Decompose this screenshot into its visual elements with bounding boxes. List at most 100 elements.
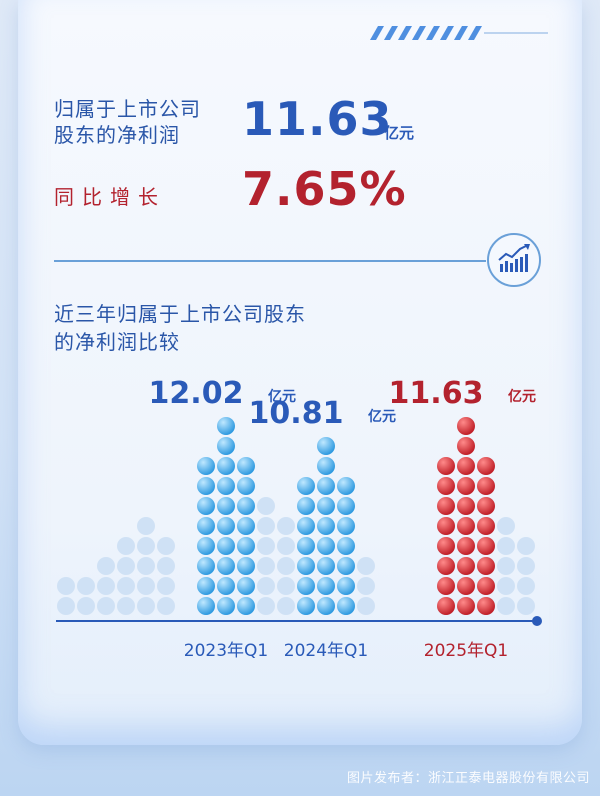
value-unit-3: 亿元 bbox=[508, 388, 536, 405]
background-dot bbox=[497, 557, 515, 575]
bar-dot-1 bbox=[217, 537, 235, 555]
bar-dot-2 bbox=[317, 577, 335, 595]
bar-dot-1 bbox=[197, 497, 215, 515]
background-dot bbox=[277, 537, 295, 555]
bar-dot-3 bbox=[477, 517, 495, 535]
net-profit-label-line2: 股东的净利润 bbox=[54, 123, 180, 147]
bar-dot-2 bbox=[317, 557, 335, 575]
bar-dot-1 bbox=[197, 477, 215, 495]
background-dot bbox=[57, 577, 75, 595]
bar-dot-3 bbox=[477, 497, 495, 515]
bar-dot-3 bbox=[437, 577, 455, 595]
background-dot bbox=[257, 597, 275, 615]
background-dot bbox=[497, 577, 515, 595]
background-dot bbox=[57, 597, 75, 615]
background-dot bbox=[137, 517, 155, 535]
background-dot bbox=[97, 597, 115, 615]
bar-dot-2 bbox=[317, 597, 335, 615]
background-dot bbox=[137, 537, 155, 555]
bar-dot-3 bbox=[457, 437, 475, 455]
bar-dot-3 bbox=[477, 557, 495, 575]
bar-dot-3 bbox=[477, 537, 495, 555]
bar-dot-1 bbox=[217, 497, 235, 515]
bar-dot-3 bbox=[477, 597, 495, 615]
background-dot bbox=[157, 577, 175, 595]
bar-chart-icon bbox=[486, 232, 542, 288]
section-title-line2: 的净利润比较 bbox=[54, 330, 180, 354]
category-label-2: 2024年Q1 bbox=[284, 641, 368, 661]
bar-dot-3 bbox=[457, 417, 475, 435]
background-dot bbox=[357, 597, 375, 615]
net-profit-value: 11.63 bbox=[242, 92, 393, 146]
background-dot bbox=[517, 577, 535, 595]
value-unit-2: 亿元 bbox=[368, 408, 396, 425]
section-divider bbox=[54, 260, 486, 262]
bar-dot-3 bbox=[437, 597, 455, 615]
background-dot bbox=[77, 597, 95, 615]
growth-value: 7.65% bbox=[242, 162, 407, 216]
bar-dot-1 bbox=[217, 557, 235, 575]
bar-dot-3 bbox=[437, 477, 455, 495]
background-dot bbox=[497, 517, 515, 535]
bar-dot-2 bbox=[337, 517, 355, 535]
bar-dot-2 bbox=[337, 537, 355, 555]
background-dot bbox=[97, 577, 115, 595]
bar-dot-3 bbox=[437, 537, 455, 555]
background-dot bbox=[517, 537, 535, 555]
bar-dot-2 bbox=[337, 577, 355, 595]
bar-dot-3 bbox=[477, 457, 495, 475]
background-dot bbox=[497, 597, 515, 615]
bar-dot-1 bbox=[237, 597, 255, 615]
bar-dot-1 bbox=[217, 517, 235, 535]
value-label-3: 11.63 bbox=[389, 376, 484, 411]
background-dot bbox=[257, 537, 275, 555]
net-profit-unit: 亿元 bbox=[384, 124, 415, 142]
bar-dot-3 bbox=[477, 477, 495, 495]
image-credit: 图片发布者：浙江正泰电器股份有限公司 bbox=[346, 771, 590, 786]
bar-dot-1 bbox=[217, 477, 235, 495]
bar-dot-1 bbox=[237, 537, 255, 555]
bar-dot-2 bbox=[297, 517, 315, 535]
bar-dot-1 bbox=[197, 597, 215, 615]
bar-dot-2 bbox=[317, 497, 335, 515]
category-label-3: 2025年Q1 bbox=[424, 641, 508, 661]
bar-dot-1 bbox=[217, 417, 235, 435]
category-label-1: 2023年Q1 bbox=[184, 641, 268, 661]
background-dot bbox=[117, 597, 135, 615]
background-dot bbox=[497, 537, 515, 555]
background-dot bbox=[357, 557, 375, 575]
background-dot bbox=[117, 537, 135, 555]
bar-dot-2 bbox=[317, 537, 335, 555]
background-dot bbox=[137, 577, 155, 595]
bar-dot-1 bbox=[237, 517, 255, 535]
bar-dot-2 bbox=[337, 497, 355, 515]
bar-dot-1 bbox=[237, 457, 255, 475]
axis-end-marker bbox=[532, 616, 542, 626]
value-unit-1: 亿元 bbox=[268, 388, 296, 405]
bar-dot-2 bbox=[297, 477, 315, 495]
background-dot bbox=[277, 517, 295, 535]
bar-dot-3 bbox=[457, 557, 475, 575]
value-label-1: 12.02 bbox=[149, 376, 244, 411]
decorative-stripes bbox=[370, 26, 548, 40]
bar-dot-2 bbox=[297, 577, 315, 595]
background-dot bbox=[257, 497, 275, 515]
bar-dot-2 bbox=[317, 457, 335, 475]
background-dot bbox=[77, 577, 95, 595]
net-profit-label-line1: 归属于上市公司 bbox=[54, 97, 201, 121]
bar-dot-3 bbox=[437, 517, 455, 535]
bar-dot-1 bbox=[237, 477, 255, 495]
bar-dot-2 bbox=[317, 437, 335, 455]
bar-dot-3 bbox=[437, 497, 455, 515]
background-dot bbox=[277, 597, 295, 615]
background-dot bbox=[257, 577, 275, 595]
section-title: 近三年归属于上市公司股东 的净利润比较 bbox=[54, 300, 306, 356]
background-dot bbox=[137, 557, 155, 575]
bar-dot-1 bbox=[197, 517, 215, 535]
bar-dot-2 bbox=[297, 537, 315, 555]
bar-dot-3 bbox=[457, 457, 475, 475]
bar-dot-1 bbox=[217, 457, 235, 475]
bar-dot-1 bbox=[197, 577, 215, 595]
bar-dot-1 bbox=[197, 537, 215, 555]
background-dot bbox=[157, 537, 175, 555]
